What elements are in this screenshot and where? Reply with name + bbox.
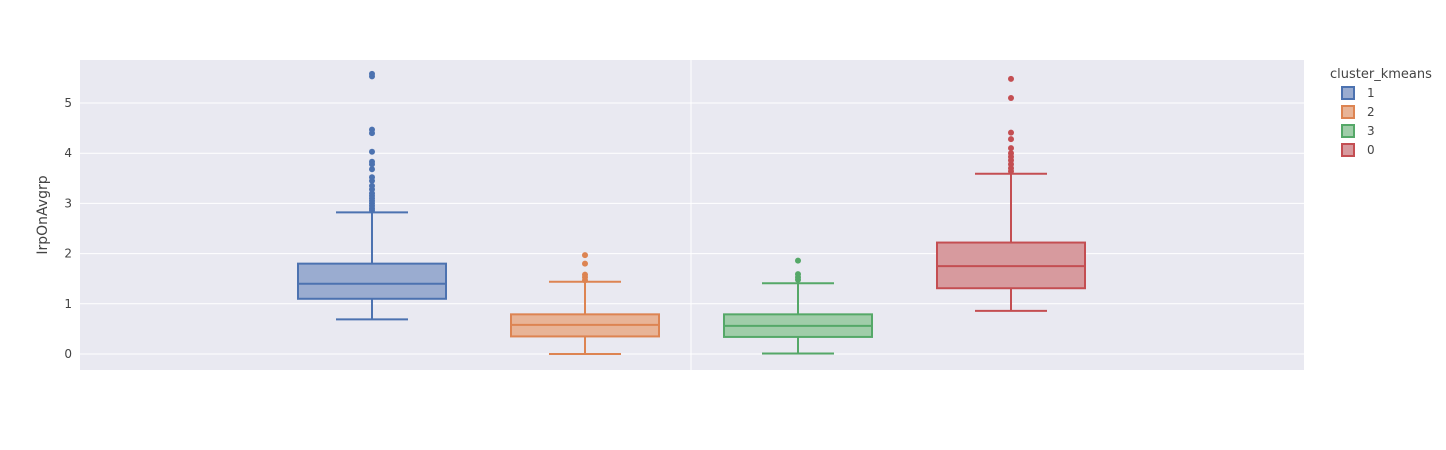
outlier-point [369,148,375,155]
legend-item-1[interactable]: 1 [1341,86,1375,100]
outlier-point [369,174,375,181]
outlier-point [1008,75,1014,82]
legend: cluster_kmeans 1 2 3 0 [1330,67,1432,157]
outlier-point [369,70,375,77]
box-group-2 [510,252,660,355]
y-tick-label: 4 [64,146,72,160]
outlier-point [795,271,801,278]
y-tick-label: 5 [64,96,72,110]
legend-swatch [1341,143,1355,157]
box-group-3 [723,257,873,355]
iqr-box [297,262,447,300]
gridlines [80,60,1304,370]
legend-item-3[interactable]: 3 [1341,124,1375,138]
outlier-point [1008,136,1014,143]
outlier-point [795,257,801,264]
outlier-point [1008,145,1014,152]
outlier-point [1008,150,1014,157]
box-series [297,70,1086,355]
y-axis-title: IrpOnAvgrp [35,175,51,254]
legend-label: 1 [1367,86,1375,100]
y-tick-label: 2 [64,247,72,261]
outlier-point [582,252,588,259]
legend-label: 2 [1367,105,1375,119]
legend-label: 3 [1367,124,1375,138]
legend-swatch [1341,105,1355,119]
y-tick-label: 1 [64,297,72,311]
legend-title: cluster_kmeans [1330,67,1432,82]
outlier-point [369,182,375,189]
outlier-point [369,158,375,165]
box-group-0 [936,75,1086,312]
y-tick-label: 0 [64,347,72,361]
y-tick-labels: 0 1 2 3 4 5 [64,96,72,361]
outlier-point [1008,94,1014,101]
outlier-point [582,260,588,267]
plot-background [80,60,1304,370]
legend-swatch [1341,124,1355,138]
outlier-point [1008,129,1014,136]
y-tick-label: 3 [64,196,72,210]
outlier-point [582,271,588,278]
legend-item-0[interactable]: 0 [1341,143,1375,157]
legend-swatch [1341,86,1355,100]
outlier-point [369,166,375,173]
legend-label: 0 [1367,143,1375,157]
outlier-point [369,126,375,133]
box-group-1 [297,70,447,321]
legend-item-2[interactable]: 2 [1341,105,1375,119]
